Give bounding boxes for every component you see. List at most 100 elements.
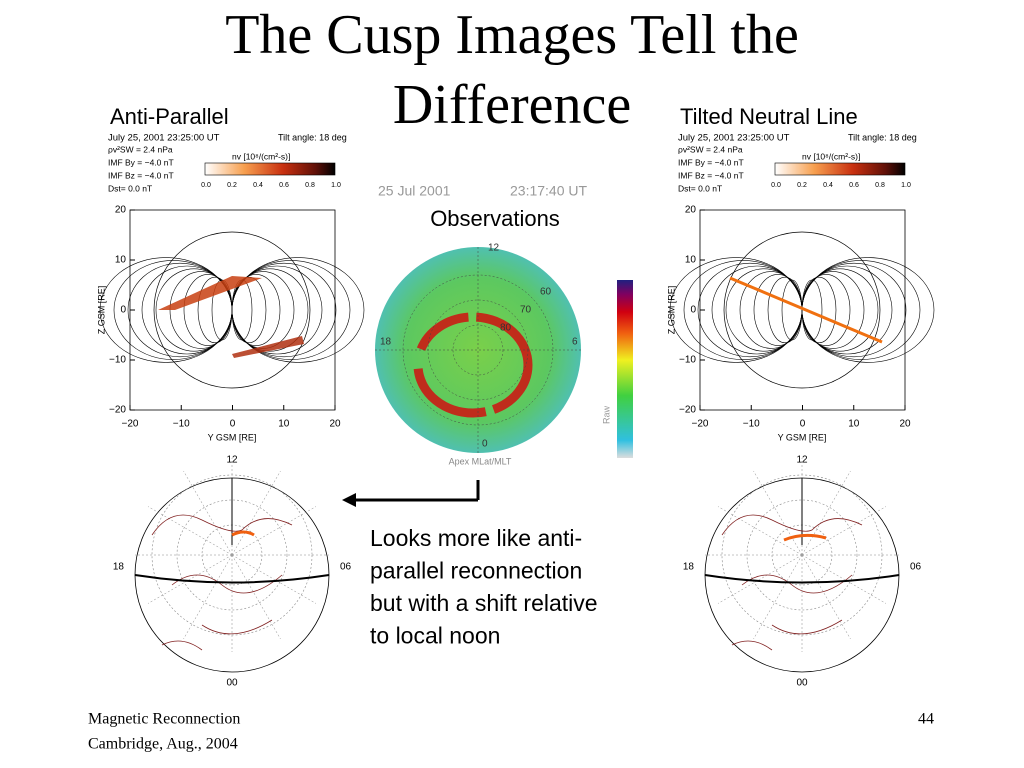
field-line	[231, 279, 253, 341]
label: 1.0	[901, 182, 911, 189]
label: Raw	[601, 406, 611, 425]
polar-grid	[231, 506, 317, 556]
label: parallel reconnection	[370, 558, 582, 584]
label: Tilt angle: 18 deg	[848, 132, 917, 142]
label: 10	[278, 419, 290, 430]
label: 80	[500, 323, 512, 334]
coastline	[151, 514, 293, 651]
coastline	[721, 514, 863, 651]
cusp-arc	[783, 533, 827, 542]
raw-colorbar	[617, 280, 633, 458]
label: to local noon	[370, 623, 500, 649]
polar-grid	[176, 499, 288, 611]
label: 18	[113, 562, 125, 573]
label: 0	[800, 419, 806, 430]
polar-grid	[801, 554, 851, 640]
label: 0.0	[771, 182, 781, 189]
label: 00	[226, 678, 238, 689]
observation-disk	[375, 247, 581, 453]
field-line	[781, 279, 803, 341]
label: Anti-Parallel	[110, 104, 229, 129]
label: 12	[488, 243, 500, 254]
field-line	[231, 257, 365, 363]
polar-grid	[717, 554, 803, 604]
label: 20	[899, 419, 911, 430]
field-line	[801, 257, 935, 363]
label: 23:17:40 UT	[510, 183, 587, 199]
label: −10	[173, 419, 190, 430]
label: IMF By = −4.0 nT	[108, 157, 174, 167]
polar-grid	[753, 470, 803, 556]
label: July 25, 2001 23:25:00 UT	[108, 133, 220, 144]
label: 25 Jul 2001	[378, 183, 451, 199]
polar-grid	[746, 499, 858, 611]
label: 6	[572, 337, 578, 348]
label: nv [10⁸/(cm²-s)]	[232, 151, 290, 161]
label: 06	[910, 562, 922, 573]
equator	[704, 574, 900, 584]
polar-grid	[231, 554, 281, 640]
label: −10	[679, 355, 696, 366]
label: 20	[115, 205, 127, 216]
equator	[134, 574, 330, 584]
cusp	[729, 276, 883, 344]
polar-grid	[717, 506, 803, 556]
label: Z GSM [RE]	[666, 286, 676, 335]
label: ρv²SW = 2.4 nPa	[678, 144, 743, 154]
label: 0.0	[201, 182, 211, 189]
label: Observations	[430, 206, 560, 231]
label: 18	[683, 562, 695, 573]
colorbar	[204, 162, 336, 176]
label: −20	[109, 405, 126, 416]
cusp	[232, 336, 304, 358]
label: but with a shift relative	[370, 590, 598, 616]
label: Tilted Neutral Line	[680, 104, 858, 129]
label: 20	[685, 205, 697, 216]
label: −20	[122, 419, 139, 430]
polar-grid	[183, 554, 233, 640]
label: −10	[743, 419, 760, 430]
label: Y GSM [RE]	[778, 432, 827, 442]
label: July 25, 2001 23:25:00 UT	[678, 133, 790, 144]
label: Apex MLat/MLT	[449, 456, 512, 466]
label: 12	[226, 455, 238, 466]
label: ρv²SW = 2.4 nPa	[108, 144, 173, 154]
label: 0.8	[875, 182, 885, 189]
label: 10	[685, 255, 697, 266]
label: IMF Bz = −4.0 nT	[678, 170, 744, 180]
polar-grid	[183, 470, 233, 556]
polar-grid	[801, 506, 887, 556]
label: Z GSM [RE]	[96, 286, 106, 335]
auroral-oval	[413, 312, 533, 418]
label: IMF By = −4.0 nT	[678, 157, 744, 167]
polar-grid	[147, 554, 233, 604]
label: 1.0	[331, 182, 341, 189]
polar-grid	[801, 554, 887, 604]
polar-grid	[231, 554, 317, 604]
label: 0.2	[227, 182, 237, 189]
label: 0.4	[823, 182, 833, 189]
field-line	[141, 265, 233, 355]
label: 00	[796, 678, 808, 689]
label: Dst= 0.0 nT	[678, 183, 722, 193]
label: Cambridge, Aug., 2004	[88, 736, 238, 753]
cusp	[158, 276, 262, 310]
label: 44	[918, 711, 934, 728]
label: Y GSM [RE]	[208, 432, 257, 442]
label: 10	[115, 255, 127, 266]
label: 0	[230, 419, 236, 430]
label: Magnetic Reconnection	[88, 711, 240, 728]
polar-grid	[753, 554, 803, 640]
label: Tilt angle: 18 deg	[278, 132, 347, 142]
polar-grid	[231, 470, 281, 556]
label: 60	[540, 287, 552, 298]
label: 0.4	[253, 182, 263, 189]
label: 0.6	[849, 182, 859, 189]
label: −10	[109, 355, 126, 366]
field-line	[711, 265, 803, 355]
field-line	[767, 276, 803, 344]
label: Dst= 0.0 nT	[108, 183, 152, 193]
earth-boundary	[153, 231, 311, 389]
